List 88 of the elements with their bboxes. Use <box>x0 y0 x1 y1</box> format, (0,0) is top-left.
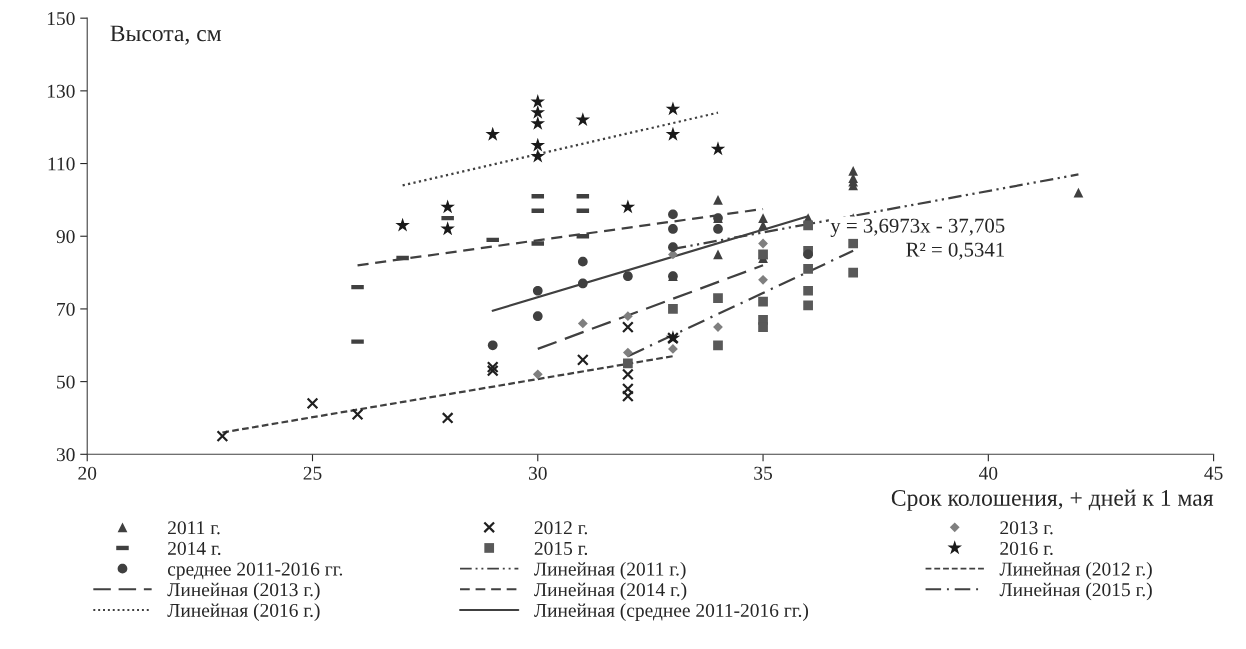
legend-label: Линейная (среднее 2011-2016 гг.) <box>534 603 809 621</box>
point <box>758 274 768 285</box>
point <box>803 220 813 231</box>
x-axis-title: Срок колошения, + дней к 1 мая <box>891 489 1214 511</box>
point <box>713 224 723 234</box>
point <box>803 285 813 296</box>
point <box>803 300 813 311</box>
y-tick-label: 30 <box>56 448 75 462</box>
point <box>621 390 634 403</box>
y-tick-label: 130 <box>47 84 75 98</box>
point <box>758 296 768 307</box>
y-tick-label: 150 <box>47 11 75 26</box>
point <box>530 137 546 152</box>
legend-label: 2011 г. <box>168 521 220 535</box>
y-tick-label: 90 <box>56 230 75 244</box>
x-tick-label: 30 <box>528 466 547 480</box>
point <box>532 285 543 296</box>
point <box>623 358 633 369</box>
point <box>575 112 591 127</box>
point <box>665 126 681 141</box>
legend-label: Линейная (2014 г.) <box>534 582 687 601</box>
point <box>621 321 634 334</box>
point <box>668 343 678 354</box>
legend-label: Линейная (2011 г.) <box>534 561 686 580</box>
point <box>530 94 546 108</box>
point <box>622 347 633 358</box>
point <box>532 369 543 380</box>
legend-label: 2016 г. <box>1000 541 1053 556</box>
point <box>668 209 678 220</box>
point <box>440 199 455 214</box>
point <box>621 382 634 395</box>
point <box>713 195 723 205</box>
point <box>577 318 588 329</box>
legend-label: 2014 г. <box>168 541 221 556</box>
point <box>713 322 723 333</box>
point <box>803 264 813 274</box>
point <box>713 293 723 303</box>
legend-label: 2012 г. <box>534 521 588 535</box>
point <box>668 224 678 234</box>
point <box>622 311 633 322</box>
legend-label: среднее 2011-2016 гг. <box>167 562 343 580</box>
x-tick-label: 40 <box>978 466 998 480</box>
point <box>532 311 543 322</box>
point <box>395 217 410 232</box>
point <box>351 408 364 421</box>
legend-label: Линейная (2015 г.) <box>999 582 1152 601</box>
point <box>620 199 636 214</box>
point <box>216 430 229 443</box>
point <box>758 238 768 249</box>
point <box>577 256 588 267</box>
point <box>306 397 319 410</box>
y-tick-label: 110 <box>48 157 75 171</box>
point <box>758 322 768 332</box>
point <box>758 213 768 223</box>
point <box>621 368 634 381</box>
point <box>485 126 500 141</box>
legend-label: Линейная (2016 г.) <box>167 603 320 621</box>
y-tick-label: 50 <box>57 375 75 389</box>
point <box>848 267 859 278</box>
legend-label: Линейная (2012 г.) <box>999 561 1152 580</box>
point <box>668 304 678 314</box>
point <box>577 278 588 289</box>
point <box>848 165 859 176</box>
y-axis-title: Высота, см <box>110 25 222 45</box>
x-tick-label: 20 <box>78 466 97 480</box>
x-tick-label: 35 <box>754 466 773 480</box>
y-tick-label: 70 <box>57 302 75 316</box>
point <box>530 148 546 163</box>
point <box>668 242 678 252</box>
point <box>623 271 633 282</box>
legend-label: Линейная (2013 г.) <box>167 582 320 601</box>
point <box>710 141 726 156</box>
point <box>713 340 723 351</box>
point <box>530 105 546 119</box>
annotation: R² = 0,5341 <box>906 242 1004 260</box>
point <box>576 353 589 366</box>
point <box>441 411 454 424</box>
x-tick-label: 45 <box>1204 466 1223 480</box>
point <box>487 340 498 351</box>
legend-label: 2015 г. <box>534 541 588 556</box>
point <box>440 221 455 236</box>
annotation: y = 3,6973x - 37,705 <box>830 218 1005 237</box>
legend-label: 2013 г. <box>1000 521 1053 535</box>
point <box>803 249 813 260</box>
point <box>530 115 546 130</box>
point <box>848 238 859 249</box>
x-tick-label: 25 <box>303 466 322 480</box>
point <box>665 101 681 116</box>
